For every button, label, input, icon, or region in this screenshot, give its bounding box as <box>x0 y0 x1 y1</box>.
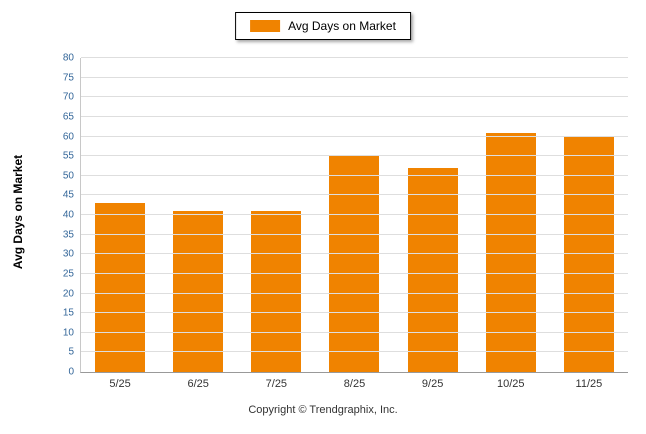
y-tick-label: 75 <box>62 72 74 84</box>
gridline <box>81 331 628 333</box>
bar-slot <box>159 58 237 372</box>
y-tick-label: 80 <box>62 52 74 64</box>
bar-slot <box>315 58 393 372</box>
gridline <box>81 312 628 314</box>
bar-slot <box>472 58 550 372</box>
x-tick-label: 5/25 <box>109 378 131 390</box>
x-tick-label: 6/25 <box>187 378 209 390</box>
legend-box: Avg Days on Market <box>235 12 411 40</box>
x-tick-label: 10/25 <box>497 378 525 390</box>
bar-9/25 <box>407 167 458 372</box>
bar-7/25 <box>251 211 302 372</box>
y-tick-label: 5 <box>68 346 74 358</box>
y-tick-label: 15 <box>62 307 74 319</box>
y-tick-label: 30 <box>62 248 74 260</box>
y-tick-label: 0 <box>68 366 74 378</box>
y-tick-label: 35 <box>62 229 74 241</box>
gridline <box>81 194 628 196</box>
gridline <box>81 233 628 235</box>
y-axis-title: Avg Days on Market <box>11 154 25 270</box>
y-tick-label: 50 <box>62 170 74 182</box>
gridline <box>81 174 628 176</box>
bar-11/25 <box>563 136 614 372</box>
bar-8/25 <box>329 156 380 372</box>
gridline <box>81 214 628 215</box>
y-tick-label: 55 <box>62 150 74 162</box>
gridline <box>81 135 628 137</box>
gridline <box>81 155 628 157</box>
gridline <box>81 115 628 117</box>
bar-slot <box>394 58 472 372</box>
y-tick-label: 40 <box>62 209 74 221</box>
gridline <box>81 272 628 274</box>
copyright-text: Copyright © Trendgraphix, Inc. <box>248 404 398 416</box>
legend-swatch <box>250 20 281 32</box>
gridline <box>81 351 628 353</box>
y-tick-label: 65 <box>62 111 74 123</box>
x-tick-label: 7/25 <box>265 378 288 390</box>
gridline <box>81 57 628 58</box>
gridline <box>81 253 628 255</box>
y-tick-label: 70 <box>62 91 74 103</box>
x-tick-label: 9/25 <box>421 378 444 390</box>
gridline <box>81 96 628 98</box>
x-tick-label: 11/25 <box>575 378 603 390</box>
bars-row <box>81 58 628 372</box>
y-tick-label: 45 <box>62 189 74 201</box>
y-tick-label: 20 <box>62 288 74 299</box>
y-tick-label: 25 <box>62 268 74 280</box>
bar-6/25 <box>173 211 224 372</box>
y-tick-label: 60 <box>62 131 74 142</box>
bar-5/25 <box>95 203 146 372</box>
bar-slot <box>237 58 315 372</box>
gridline <box>81 76 628 78</box>
legend-label: Avg Days on Market <box>288 19 396 33</box>
x-axis-labels: 5/25 6/25 7/25 8/25 9/25 10/25 11/25 <box>81 378 628 390</box>
gridline <box>81 292 628 294</box>
plot-area: 5/25 6/25 7/25 8/25 9/25 10/25 11/25 0 5 10 15 20 2… <box>63 53 628 390</box>
bar-slot <box>550 58 628 372</box>
bar-slot <box>81 58 159 372</box>
y-tick-label: 10 <box>62 327 74 339</box>
x-tick-label: 8/25 <box>343 378 366 390</box>
